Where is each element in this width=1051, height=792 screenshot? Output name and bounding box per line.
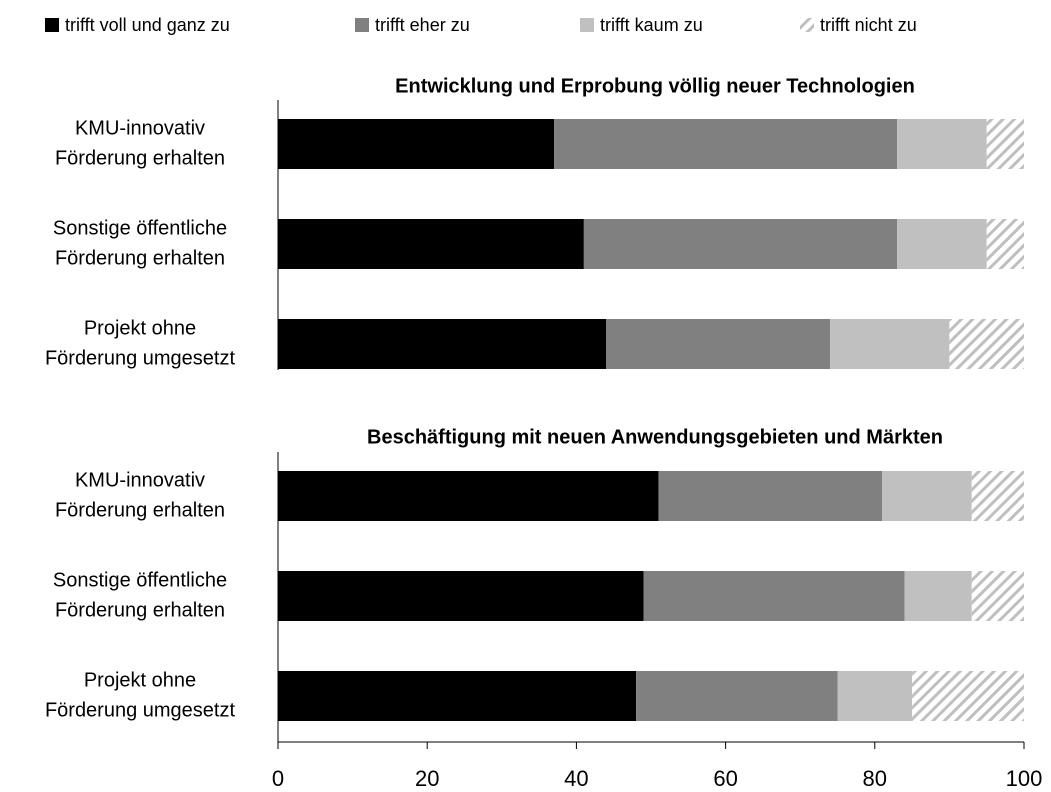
bar-segment [882,471,972,521]
legend-swatch [355,18,369,32]
bar-segment [278,571,644,621]
legend-swatch [800,18,814,32]
bar-segment [278,671,637,721]
category-label: KMU-innovativ [75,469,205,491]
category-label: Sonstige öffentliche [53,569,227,591]
x-tick-label: 80 [863,766,887,791]
category-label: KMU-innovativ [75,117,205,139]
bar-segment [658,471,883,521]
bar-segment [643,571,905,621]
bar-segment [986,219,1024,269]
bar-segment [837,671,913,721]
category-label: Förderung erhalten [55,247,225,269]
legend-label: trifft nicht zu [820,15,917,35]
bar-segment [278,119,555,169]
bar-segment [897,219,987,269]
bar-segment [636,671,838,721]
x-tick-label: 40 [564,766,588,791]
legend-swatch [580,18,594,32]
bar-segment [278,219,584,269]
legend-label: trifft voll und ganz zu [65,15,230,35]
bar-segment [278,319,607,369]
category-label: Förderung erhalten [55,147,225,169]
x-tick-label: 100 [1006,766,1043,791]
legend-swatch [45,18,59,32]
category-label: Förderung umgesetzt [45,699,236,721]
x-tick-label: 60 [713,766,737,791]
panel-title: Entwicklung und Erprobung völlig neuer T… [395,75,915,97]
bar-segment [606,319,831,369]
x-tick-label: 0 [272,766,284,791]
bar-segment [949,319,1024,369]
bar-segment [554,119,898,169]
panel-title: Beschäftigung mit neuen Anwendungsgebiet… [367,426,943,448]
category-label: Projekt ohne [84,669,196,691]
category-label: Sonstige öffentliche [53,217,227,239]
category-label: Projekt ohne [84,317,196,339]
legend-label: trifft kaum zu [600,15,703,35]
category-label: Förderung erhalten [55,599,225,621]
bar-segment [971,571,1024,621]
x-tick-label: 20 [415,766,439,791]
bar-segment [583,219,898,269]
bar-segment [897,119,987,169]
category-label: Förderung umgesetzt [45,347,236,369]
bar-segment [986,119,1024,169]
bar-segment [971,471,1024,521]
bar-segment [830,319,950,369]
bar-segment [912,671,1024,721]
bar-segment [904,571,972,621]
category-label: Förderung erhalten [55,499,225,521]
bar-segment [278,471,659,521]
legend-label: trifft eher zu [375,15,470,35]
